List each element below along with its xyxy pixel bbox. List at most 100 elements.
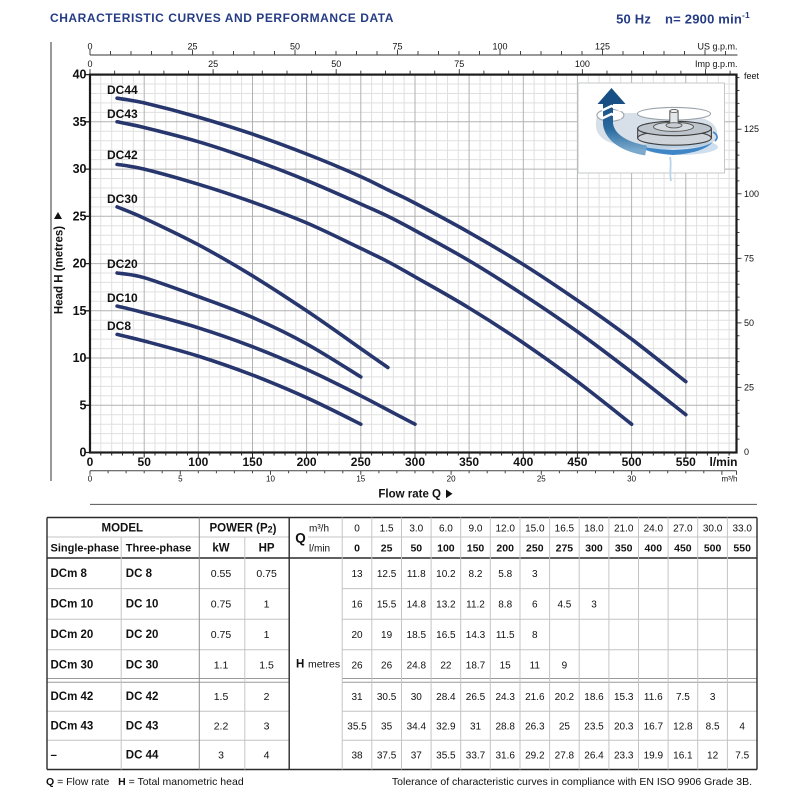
svg-text:21.6: 21.6: [525, 692, 545, 703]
svg-text:30: 30: [73, 162, 87, 176]
svg-text:26.4: 26.4: [584, 751, 604, 762]
svg-text:0: 0: [354, 524, 360, 535]
svg-text:11.6: 11.6: [644, 692, 663, 703]
svg-text:7.5: 7.5: [676, 692, 690, 703]
svg-text:13: 13: [351, 569, 363, 580]
svg-text:550: 550: [733, 543, 751, 555]
svg-text:1.5: 1.5: [259, 660, 274, 672]
svg-text:4.5: 4.5: [557, 600, 571, 611]
svg-text:50: 50: [290, 42, 300, 52]
svg-text:150: 150: [467, 543, 485, 555]
svg-text:US g.p.m.: US g.p.m.: [697, 42, 737, 52]
svg-text:33.7: 33.7: [466, 751, 486, 762]
svg-text:31.6: 31.6: [495, 751, 515, 762]
svg-text:9.0: 9.0: [469, 524, 483, 535]
svg-text:DC 44: DC 44: [126, 750, 159, 762]
svg-text:Q: Q: [295, 531, 306, 546]
svg-text:10: 10: [266, 475, 275, 484]
svg-text:3: 3: [710, 692, 716, 703]
svg-text:11: 11: [530, 661, 541, 672]
svg-text:18.6: 18.6: [584, 692, 604, 703]
svg-text:50: 50: [744, 318, 754, 328]
svg-text:l/min: l/min: [309, 544, 330, 555]
svg-text:0: 0: [87, 455, 94, 469]
svg-text:40: 40: [73, 68, 87, 82]
svg-text:11.8: 11.8: [407, 569, 426, 580]
svg-text:8.2: 8.2: [469, 569, 483, 580]
svg-text:1.1: 1.1: [214, 660, 229, 672]
svg-text:1.5: 1.5: [214, 691, 229, 703]
svg-text:15.3: 15.3: [614, 692, 634, 703]
svg-text:35: 35: [73, 115, 87, 129]
svg-text:l/min: l/min: [709, 455, 737, 469]
svg-text:23.5: 23.5: [584, 721, 604, 732]
svg-text:11.2: 11.2: [466, 600, 485, 611]
svg-text:200: 200: [496, 543, 514, 555]
svg-text:30.5: 30.5: [377, 692, 397, 703]
svg-text:24.8: 24.8: [407, 661, 427, 672]
svg-text:25: 25: [187, 42, 197, 52]
svg-text:400: 400: [645, 543, 663, 555]
svg-text:31: 31: [351, 692, 363, 703]
svg-text:23.3: 23.3: [614, 751, 634, 762]
svg-text:11.5: 11.5: [496, 630, 515, 641]
svg-text:8.8: 8.8: [498, 600, 512, 611]
svg-text:DC 43: DC 43: [126, 720, 159, 732]
svg-text:25: 25: [208, 59, 218, 69]
svg-text:25: 25: [537, 475, 546, 484]
svg-text:75: 75: [454, 59, 464, 69]
svg-text:3: 3: [218, 750, 224, 762]
svg-text:300: 300: [585, 543, 603, 555]
svg-text:125: 125: [744, 124, 759, 134]
svg-text:6.0: 6.0: [439, 524, 453, 535]
svg-text:50: 50: [138, 455, 152, 469]
svg-text:25: 25: [381, 543, 393, 555]
svg-text:16: 16: [351, 600, 363, 611]
svg-text:4: 4: [264, 750, 270, 762]
svg-text:–: –: [51, 750, 58, 762]
svg-text:500: 500: [622, 455, 642, 469]
svg-text:30: 30: [411, 692, 423, 703]
svg-text:19.9: 19.9: [644, 751, 664, 762]
svg-text:Head H (metres): Head H (metres): [54, 226, 66, 314]
svg-text:125: 125: [595, 42, 610, 52]
svg-text:300: 300: [405, 455, 425, 469]
svg-text:DC44: DC44: [107, 83, 138, 97]
svg-text:12: 12: [707, 751, 719, 762]
svg-text:Single-phase: Single-phase: [51, 543, 119, 555]
svg-text:20.2: 20.2: [555, 692, 575, 703]
svg-text:15: 15: [356, 475, 365, 484]
svg-text:1: 1: [264, 629, 270, 641]
svg-text:26: 26: [381, 661, 393, 672]
svg-text:100: 100: [437, 543, 455, 555]
svg-text:15: 15: [500, 661, 512, 672]
svg-text:0.75: 0.75: [256, 568, 277, 580]
svg-text:350: 350: [615, 543, 633, 555]
svg-text:20: 20: [73, 257, 87, 271]
svg-text:8: 8: [532, 630, 538, 641]
svg-text:20: 20: [447, 475, 456, 484]
svg-text:DC 20: DC 20: [126, 629, 159, 641]
svg-text:18.0: 18.0: [584, 524, 604, 535]
svg-text:19: 19: [381, 630, 393, 641]
svg-text:550: 550: [676, 455, 696, 469]
svg-text:POWER (P2): POWER (P2): [210, 523, 277, 536]
svg-text:Three-phase: Three-phase: [126, 543, 191, 555]
svg-text:DCm 20: DCm 20: [51, 629, 94, 641]
svg-text:25: 25: [73, 209, 87, 223]
svg-text:100: 100: [492, 42, 507, 52]
svg-text:15.0: 15.0: [525, 524, 545, 535]
svg-text:13.2: 13.2: [436, 600, 456, 611]
svg-text:33.0: 33.0: [732, 524, 752, 535]
svg-text:20.3: 20.3: [614, 721, 634, 732]
svg-text:metres: metres: [308, 659, 340, 671]
svg-text:16.5: 16.5: [555, 524, 575, 535]
svg-text:5: 5: [178, 475, 183, 484]
svg-text:kW: kW: [212, 543, 229, 555]
svg-text:14.3: 14.3: [466, 630, 486, 641]
svg-text:250: 250: [526, 543, 544, 555]
svg-text:0.55: 0.55: [211, 568, 232, 580]
svg-text:27.8: 27.8: [555, 751, 575, 762]
svg-text:32.9: 32.9: [436, 721, 456, 732]
svg-text:500: 500: [704, 543, 722, 555]
